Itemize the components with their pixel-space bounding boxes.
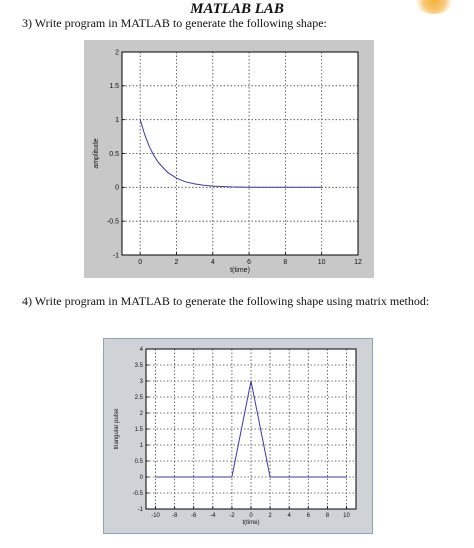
y-tick-label: 1.5 xyxy=(135,427,144,433)
y-tick-label: -0.5 xyxy=(107,219,119,226)
figure-triangular-pulse: -10 -8 -6 -4 -2 0 2 4 6 8 10 -1 -0.5 0 0.5 1 1.5 2 2.5 3 3.5… xyxy=(103,338,373,534)
x-tick-label: 4 xyxy=(288,513,292,519)
y-tick-label: 1 xyxy=(115,117,119,124)
y-tick-label: 2.5 xyxy=(135,395,144,401)
x-tick-label: 8 xyxy=(326,513,330,519)
y-axis-label: amplitude xyxy=(93,138,100,168)
x-tick-label: 2 xyxy=(175,259,179,266)
x-tick-label: 6 xyxy=(307,513,311,519)
y-tick-label: 2 xyxy=(140,411,144,417)
figure-exponential-decay: 0 2 4 6 8 10 12 -1 -0.5 0 0.5 1 1.5 2 t(time) amplitude xyxy=(84,40,374,278)
x-tick-label: -10 xyxy=(151,513,160,519)
x-tick-label: 0 xyxy=(138,259,142,266)
y-tick-label: -0.5 xyxy=(133,491,144,497)
series-line xyxy=(139,119,322,188)
plot-frame xyxy=(121,51,359,256)
y-tick-label: 0.5 xyxy=(109,151,119,158)
x-tick-label: 12 xyxy=(354,259,362,266)
y-axis-label: triangular pulse xyxy=(114,408,120,450)
y-tick-label: 3 xyxy=(140,379,144,385)
y-tick-label: 2 xyxy=(115,49,119,56)
series-line xyxy=(155,380,347,478)
x-tick-label: 4 xyxy=(211,259,215,266)
y-tick-label: -1 xyxy=(138,507,144,513)
question-4-text: 4) Write program in MATLAB to generate t… xyxy=(22,294,430,308)
y-tick-label: 3.5 xyxy=(135,363,144,369)
y-tick-label: 0.5 xyxy=(135,459,144,465)
exponential-decay-chart: 0 2 4 6 8 10 12 -1 -0.5 0 0.5 1 1.5 2 t(time) amplitude xyxy=(93,49,362,274)
y-tick-label: 1 xyxy=(140,443,144,449)
x-axis-label: t(time) xyxy=(243,520,260,526)
y-tick-label: 1.5 xyxy=(109,83,119,90)
y-tick-label: 0 xyxy=(115,185,119,192)
x-tick-label: 10 xyxy=(318,259,326,266)
x-tick-label: 6 xyxy=(247,259,251,266)
question-3-text: 3) Write program in MATLAB to generate t… xyxy=(22,16,327,30)
triangular-pulse-chart: -10 -8 -6 -4 -2 0 2 4 6 8 10 -1 -0.5 0 0.5 1 1.5 2 2.5 3 3.5… xyxy=(114,347,357,526)
decorative-highlight xyxy=(414,0,454,14)
x-tick-label: 10 xyxy=(343,513,350,519)
y-tick-label: 0 xyxy=(140,475,144,481)
x-tick-label: -8 xyxy=(172,513,178,519)
x-tick-label: 0 xyxy=(249,513,253,519)
x-tick-label: -6 xyxy=(191,513,197,519)
x-tick-label: -2 xyxy=(229,513,235,519)
x-tick-label: 8 xyxy=(283,259,287,266)
x-tick-label: 2 xyxy=(268,513,272,519)
x-axis-label: t(time) xyxy=(230,267,250,274)
page-title: MATLAB LAB xyxy=(190,1,284,17)
y-tick-label: 4 xyxy=(140,347,144,353)
plot-frame xyxy=(145,348,357,510)
x-tick-label: -4 xyxy=(210,513,216,519)
y-tick-label: -1 xyxy=(113,252,119,259)
